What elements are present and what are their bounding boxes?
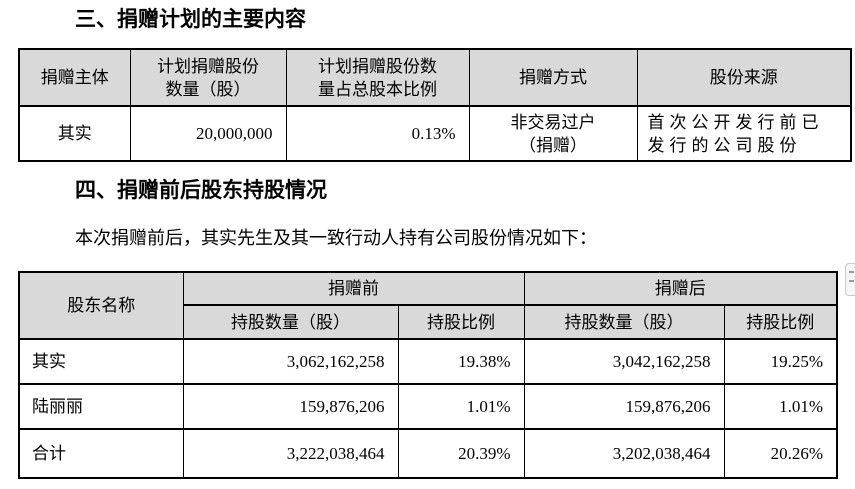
holdings-row-lulili: 陆丽丽 159,876,206 1.01% 159,876,206 1.01% [18,383,838,430]
donation-plan-table: 捐赠主体 计划捐赠股份 数量（股） 计划捐赠股份数 量占总股本比例 捐赠方式 股… [18,48,852,162]
cell-after-ratio: 20.26% [723,428,838,479]
toolbar-dash-icon [849,280,854,282]
cell-planned-shares: 20,000,000 [129,105,287,162]
header-before-ratio: 持股比例 [397,304,525,340]
section-title-donation-plan: 三、捐赠计划的主要内容 [75,8,306,31]
header-after-shares: 持股数量（股） [523,304,725,340]
cell-after-ratio: 1.01% [723,383,838,430]
cell-donation-method: 非交易过户 （捐赠） [468,105,638,162]
header-after-ratio: 持股比例 [723,304,838,340]
cell-before-shares: 3,062,162,258 [182,338,399,385]
cell-after-shares: 3,042,162,258 [523,338,725,385]
header-before-shares: 持股数量（股） [182,304,399,340]
donation-table-row: 其实 20,000,000 0.13% 非交易过户 （捐赠） 首次公开发行前已 … [18,105,852,162]
header-shareholder-name: 股东名称 [18,271,184,340]
holdings-header-sub-row: 持股数量（股） 持股比例 持股数量（股） 持股比例 [19,304,838,340]
cell-before-ratio: 20.39% [397,428,525,479]
header-before-donation: 捐赠前 [182,271,525,306]
header-donation-method: 捐赠方式 [468,48,638,107]
holdings-row-total: 合计 3,222,038,464 20.39% 3,202,038,464 20… [18,428,838,479]
cell-donation-subject: 其实 [18,105,131,162]
holdings-table: 股东名称 捐赠前 捐赠后 持股数量（股） 持股比例 持股数量（股） 持股比例 其… [18,271,838,479]
header-donation-subject: 捐赠主体 [18,48,131,107]
floating-toolbar[interactable] [845,263,855,296]
holdings-intro-paragraph: 本次捐赠前后，其实先生及其一致行动人持有公司股份情况如下： [75,228,597,248]
cell-before-ratio: 19.38% [397,338,525,385]
holdings-header-group-row: 股东名称 捐赠前 捐赠后 [18,271,838,340]
header-after-donation: 捐赠后 [523,271,838,306]
cell-share-source: 首次公开发行前已 发行的公司股份 [636,105,852,162]
donation-table-header-row: 捐赠主体 计划捐赠股份 数量（股） 计划捐赠股份数 量占总股本比例 捐赠方式 股… [18,48,852,107]
cell-percent-of-total: 0.13% [285,105,470,162]
cell-before-ratio: 1.01% [397,383,525,430]
cell-shareholder-name: 其实 [18,338,184,385]
header-percent-of-total: 计划捐赠股份数 量占总股本比例 [285,48,470,107]
holdings-row-qishi: 其实 3,062,162,258 19.38% 3,042,162,258 19… [18,338,838,385]
cell-after-ratio: 19.25% [723,338,838,385]
header-share-source: 股份来源 [636,48,852,107]
cell-shareholder-name: 陆丽丽 [18,383,184,430]
toolbar-dash-icon [849,271,854,273]
cell-after-shares: 159,876,206 [523,383,725,430]
cell-before-shares: 3,222,038,464 [182,428,399,479]
header-planned-shares: 计划捐赠股份 数量（股） [129,48,287,107]
cell-shareholder-name: 合计 [18,428,184,479]
cell-before-shares: 159,876,206 [182,383,399,430]
section-title-holdings: 四、捐赠前后股东持股情况 [75,179,327,202]
cell-after-shares: 3,202,038,464 [523,428,725,479]
